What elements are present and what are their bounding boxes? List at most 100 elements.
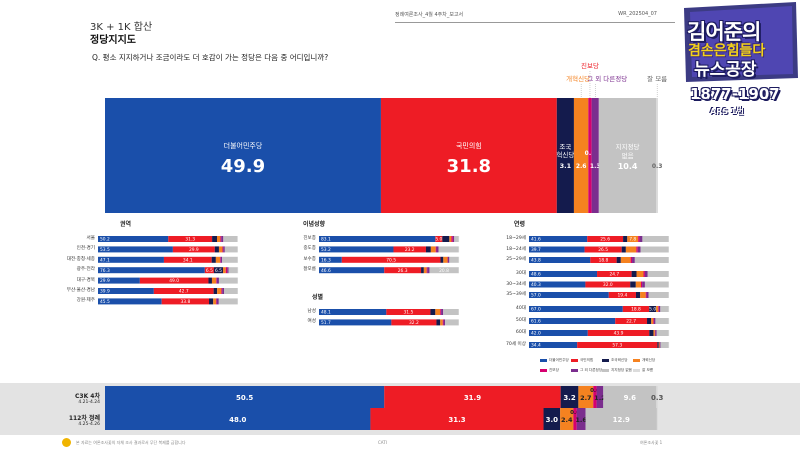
- compare-segment-1-4: [573, 408, 577, 430]
- mini-segment-2-0-5: [452, 236, 455, 242]
- row-label-1-6: 강원·제주: [76, 298, 95, 304]
- mini-segment-3-1-4: [442, 319, 444, 326]
- mini-segment-4-6-5: [658, 306, 661, 312]
- channel-logo: 김어준의 겸손은힘들다 뉴스공장: [680, 0, 800, 80]
- row-label-4-6: 40대: [515, 306, 526, 311]
- mini-segment-1-5-1: [153, 288, 214, 294]
- segment-value-3: 2.6: [576, 163, 587, 170]
- mini-segment-2-3-4: [426, 267, 428, 274]
- legend-label-7: 잘 모름: [642, 368, 654, 372]
- row-label-2-0: 진보층: [303, 236, 316, 241]
- segment-value-7: 0.3: [652, 163, 663, 170]
- segment-name2-6: 없음: [622, 152, 634, 160]
- mini-segment-2-1-3: [430, 246, 436, 253]
- segment-name-6: 지지정당: [616, 142, 640, 151]
- mini-segment-1-2-5: [220, 256, 223, 263]
- compare-title-1: C3K 4차: [74, 393, 100, 400]
- mini-segment-2-3-2: [421, 267, 424, 274]
- mini-segment-1-6-6: [218, 298, 238, 305]
- mini-value-4-9-0: 34.4: [531, 343, 541, 349]
- bar-segment-2: [556, 98, 574, 213]
- mini-value-4-6-0: 67.0: [531, 307, 541, 313]
- mini-segment-2-0-1: [435, 236, 443, 242]
- row-label-1-2: 대전·충청·세종: [66, 256, 95, 262]
- mini-value-1-4-0: 29.9: [100, 278, 110, 284]
- mini-segment-4-4-0: [529, 281, 586, 288]
- mini-segment-4-0-3: [627, 236, 639, 242]
- mini-segment-4-6-3: [656, 306, 659, 312]
- mini-segment-4-7-5: [654, 318, 656, 324]
- row-label-4-0: 18~29세: [506, 236, 526, 241]
- mini-segment-4-1-4: [636, 246, 638, 253]
- compare-label-1: C3K 4차 4.21-4.24: [40, 391, 100, 405]
- mini-segment-4-2-4: [630, 257, 633, 263]
- mini-value-4-3-0: 48.6: [531, 272, 541, 278]
- compare-value-0-2: 3.2: [563, 394, 576, 402]
- legend-label-1: 국민의힘: [580, 358, 594, 362]
- mini-segment-1-2-4: [220, 256, 221, 263]
- bar-segment-0: [105, 98, 381, 213]
- row-label-2-2: 보수층: [303, 256, 316, 262]
- mini-segment-2-2-3: [443, 256, 448, 263]
- mini-segment-4-1-1: [584, 246, 622, 253]
- mini-segment-4-1-2: [621, 246, 626, 253]
- mini-segment-2-3-3: [423, 267, 427, 274]
- legend-label-0: 더불어민주당: [549, 358, 569, 362]
- mini-segment-3-1-0: [319, 319, 392, 326]
- mini-segment-4-5-3: [640, 292, 646, 298]
- mini-segment-4-2-6: [634, 257, 669, 263]
- compare-value-0-1: 31.9: [464, 394, 481, 402]
- mini-segment-4-8-0: [529, 330, 588, 336]
- mini-segment-1-3-5: [227, 267, 229, 274]
- legend-item-2: 조국혁신당: [602, 358, 628, 363]
- mini-value-1-5-1: 42.7: [179, 289, 189, 295]
- mini-segment-4-2-3: [620, 257, 631, 263]
- compare-segment-1-3: [560, 408, 574, 430]
- compare-date-2: 4.25-4.26: [78, 422, 100, 427]
- mini-segment-4-4-4: [641, 281, 643, 288]
- mini-segment-4-8-1: [587, 330, 650, 336]
- legend-swatch-6: [602, 368, 609, 372]
- legend-label-5: 그 외 다른정당: [580, 368, 603, 372]
- mini-segment-2-2-0: [319, 256, 342, 263]
- mini-segment-4-3-5: [644, 271, 648, 277]
- callout-label-7: 잘 모름: [647, 75, 667, 83]
- legend-item-7: 잘 모름: [633, 368, 653, 373]
- mini-segment-2-1-5: [436, 246, 439, 253]
- mini-segment-2-2-5: [447, 256, 450, 263]
- bar-segment-1: [380, 98, 557, 213]
- compare-segment-0-7: [656, 386, 658, 408]
- mini-segment-3-0-0: [319, 309, 387, 315]
- mini-segment-1-3-4: [225, 267, 228, 274]
- mini-segment-2-1-4: [435, 246, 437, 253]
- mini-segment-2-3-0: [319, 267, 385, 274]
- mini-value-4-8-1: 43.9: [614, 331, 624, 337]
- segment-value-6: 10.4: [618, 162, 638, 171]
- mini-segment-4-8-6: [656, 330, 669, 336]
- row-label-4-9: 70세 이상: [506, 342, 526, 347]
- mini-value-4-0-3: 7.8: [629, 237, 636, 243]
- mini-segment-4-9-1: [577, 342, 658, 348]
- callout-label-4: 진보당: [581, 61, 599, 70]
- mini-segment-2-3-1: [384, 267, 422, 274]
- compare-segment-1-6: [585, 408, 657, 430]
- mini-segment-4-7-2: [647, 318, 652, 324]
- mini-segment-1-4-4: [216, 277, 217, 284]
- breakdown-title-3: 성별: [312, 294, 324, 301]
- mini-segment-4-3-1: [597, 271, 632, 277]
- mini-segment-1-6-4: [216, 298, 217, 305]
- compare-value-0-3: 2.7: [580, 394, 592, 402]
- mini-segment-4-5-5: [646, 292, 649, 298]
- compare-label-2: 112차 정례 4.25-4.26: [40, 413, 100, 427]
- report-name: 정례여론조사_4월 4주차_보고서: [395, 12, 464, 18]
- row-label-4-4: 30~34세: [506, 281, 526, 287]
- bar-segment-5: [591, 98, 599, 213]
- mini-segment-4-4-1: [585, 281, 631, 288]
- mini-segment-4-3-4: [643, 271, 645, 277]
- mini-segment-1-3-1: [204, 267, 214, 274]
- mini-segment-1-4-6: [218, 277, 238, 284]
- mini-segment-4-0-0: [529, 236, 588, 242]
- mini-segment-2-2-2: [440, 256, 444, 263]
- mini-value-4-5-0: 57.0: [531, 293, 541, 299]
